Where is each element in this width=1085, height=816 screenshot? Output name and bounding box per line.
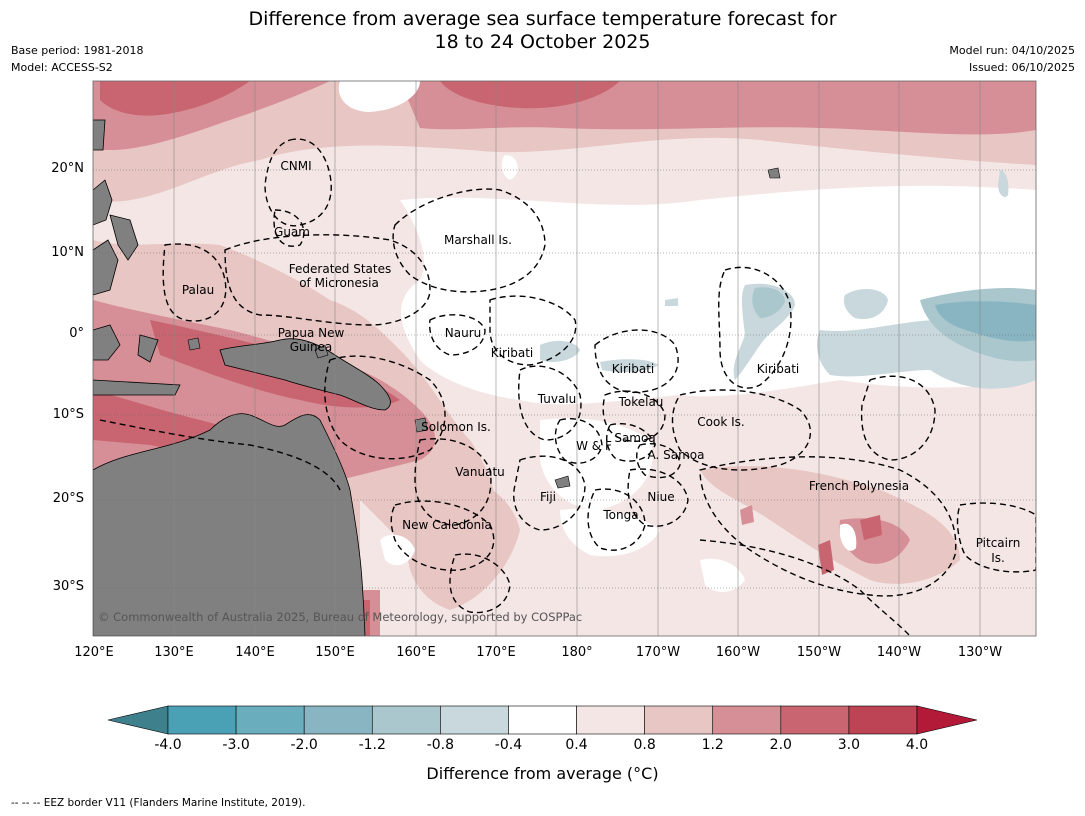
lon-label: 130°E: [154, 645, 194, 660]
place-label-png: Papua New: [277, 326, 345, 340]
colorbar-tick-label: -0.4: [494, 737, 523, 753]
colorbar-tick-label: -2.0: [290, 737, 318, 753]
lat-label: 20°N: [51, 161, 84, 176]
place-label-fiji: Fiji: [539, 490, 557, 504]
place-label-cook-islands: Cook Is.: [697, 415, 745, 429]
place-label-palau: Palau: [181, 283, 215, 297]
copyright-text: © Commonwealth of Australia 2025, Bureau…: [98, 610, 583, 624]
map-title-line1: Difference from average sea surface temp…: [248, 8, 837, 30]
colorbar-extend-low: [107, 705, 169, 735]
place-label-wallis-futuna: W & F: [576, 439, 612, 453]
lat-label: 10°S: [52, 407, 84, 422]
colorbar-tick-label: -0.8: [426, 737, 455, 753]
lon-label: 150°E: [315, 645, 355, 660]
issued-text: Issued: 06/10/2025: [968, 61, 1075, 74]
place-label-png: Guinea: [289, 340, 333, 354]
lat-label: 30°S: [52, 579, 84, 594]
place-label-samoa: Samoa: [614, 431, 656, 445]
lon-label: 180°: [561, 645, 593, 660]
place-label-pitcairn: Is.: [991, 551, 1005, 565]
place-label-marshall: Marshall Is.: [444, 233, 512, 247]
colorbar-tick-label: 0.8: [633, 737, 656, 753]
place-label-fsm: Federated States: [288, 262, 392, 276]
place-label-tokelau: Tokelau: [618, 395, 664, 409]
colorbar-cell: [712, 705, 782, 735]
lon-label: 120°E: [74, 645, 114, 660]
colorbar-tick-label: -3.0: [222, 737, 250, 753]
colorbar-tick-label: 3.0: [837, 737, 861, 753]
place-label-solomon: Solomon Is.: [421, 420, 491, 434]
colorbar-cell: [644, 705, 714, 735]
eez-legend-footer: -- -- -- EEZ border V11 (Flanders Marine…: [11, 797, 306, 809]
place-label-nauru: Nauru: [444, 326, 482, 340]
colorbar-cell: [167, 705, 237, 735]
colorbar-cell: [440, 705, 509, 735]
colorbar-cell: [780, 705, 850, 735]
place-label-guam: Guam: [274, 225, 310, 239]
lon-label: 140°W: [876, 645, 922, 660]
lon-label: 150°W: [796, 645, 842, 660]
colorbar-cell: [303, 705, 373, 735]
colorbar-extend-high: [916, 705, 978, 735]
model-text: Model: ACCESS-S2: [11, 61, 113, 74]
colorbar-cell: [576, 705, 645, 735]
map-title-line2: 18 to 24 October 2025: [434, 31, 651, 53]
place-label-pitcairn: Pitcairn: [975, 536, 1021, 550]
lon-label: 170°W: [635, 645, 681, 660]
colorbar-tick-label: 2.0: [769, 737, 792, 753]
place-label-kiribati: Kiribati: [756, 362, 800, 376]
colorbar-tick-label: -1.2: [358, 737, 386, 753]
meta-left: Base period: 1981-2018 Model: ACCESS-S2: [11, 42, 143, 76]
place-label-new-caledonia: New Caledonia: [402, 518, 492, 532]
place-label-kiribati: Kiribati: [490, 346, 534, 360]
colorbar-tick-label: 1.2: [701, 737, 724, 753]
place-label-tonga: Tonga: [603, 508, 639, 522]
place-label-vanuatu: Vanuatu: [455, 465, 505, 479]
lat-label: 10°N: [51, 245, 84, 260]
place-label-kiribati: Kiribati: [611, 362, 655, 376]
place-label-tuvalu: Tuvalu: [537, 392, 577, 406]
lon-label: 140°E: [235, 645, 275, 660]
lat-label: 20°S: [52, 491, 84, 506]
colorbar-tick-label: -4.0: [154, 737, 182, 753]
colorbar-cell: [371, 705, 441, 735]
colorbar-tick-label: 4.0: [905, 737, 929, 753]
place-label-niue: Niue: [647, 490, 675, 504]
lon-label: 130°W: [957, 645, 1003, 660]
colorbar-cell: [235, 705, 305, 735]
colorbar-tick-label: 0.4: [565, 737, 588, 753]
colorbar-cell: [508, 705, 577, 735]
place-label-cnmi: CNMI: [280, 159, 312, 173]
lat-label: 0°: [69, 326, 84, 341]
lon-label: 160°W: [715, 645, 761, 660]
colorbar-cell: [848, 705, 918, 735]
lon-label: 160°E: [396, 645, 436, 660]
model-run-text: Model run: 04/10/2025: [949, 44, 1075, 57]
lon-label: 170°E: [476, 645, 516, 660]
colorbar-label: Difference from average (°C): [426, 764, 659, 783]
base-period-text: Base period: 1981-2018: [11, 44, 144, 57]
place-label-french-polynesia: French Polynesia: [808, 479, 910, 493]
meta-right: Model run: 04/10/2025 Issued: 06/10/2025: [949, 42, 1075, 76]
place-label-american-samoa: A. Samoa: [647, 448, 705, 462]
place-label-fsm: of Micronesia: [299, 276, 379, 290]
